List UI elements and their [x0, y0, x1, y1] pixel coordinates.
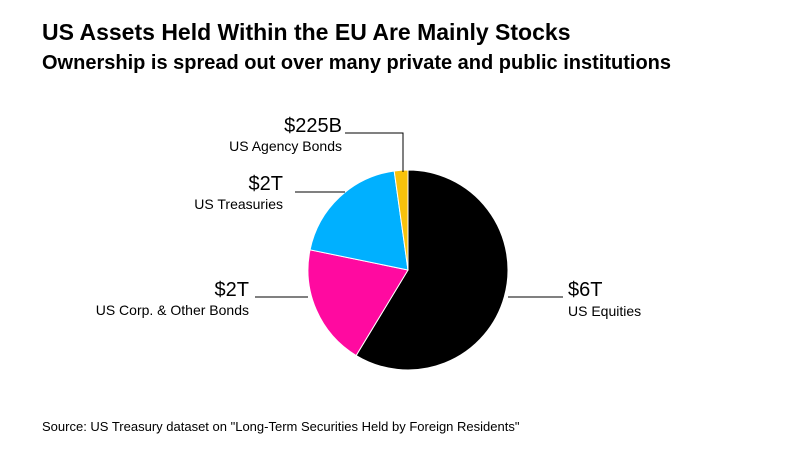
leader-line-agency	[345, 132, 404, 172]
pie-slice-us-agency-bonds	[393, 169, 409, 271]
chart-subtitle: Ownership is spread out over many privat…	[42, 52, 672, 74]
chart-title: US Assets Held Within the EU Are Mainly …	[42, 19, 571, 45]
label-name-agency: US Agency Bonds	[229, 138, 342, 154]
label-value-corp: $2T	[215, 279, 249, 301]
pie-slice-us-equities	[355, 169, 509, 371]
label-value-treasuries: $2T	[249, 173, 283, 195]
label-value-agency: $225B	[284, 115, 342, 137]
label-value-equities: $6T	[568, 279, 602, 301]
pie-slice-us-treasuries	[309, 170, 409, 271]
source-note: Source: US Treasury dataset on "Long-Ter…	[42, 419, 520, 434]
label-name-corp: US Corp. & Other Bonds	[96, 302, 249, 318]
pie-slice-us-corp-other-bonds	[307, 249, 409, 357]
label-name-treasuries: US Treasuries	[194, 196, 283, 212]
label-name-equities: US Equities	[568, 303, 641, 319]
pie-slices	[307, 169, 509, 371]
